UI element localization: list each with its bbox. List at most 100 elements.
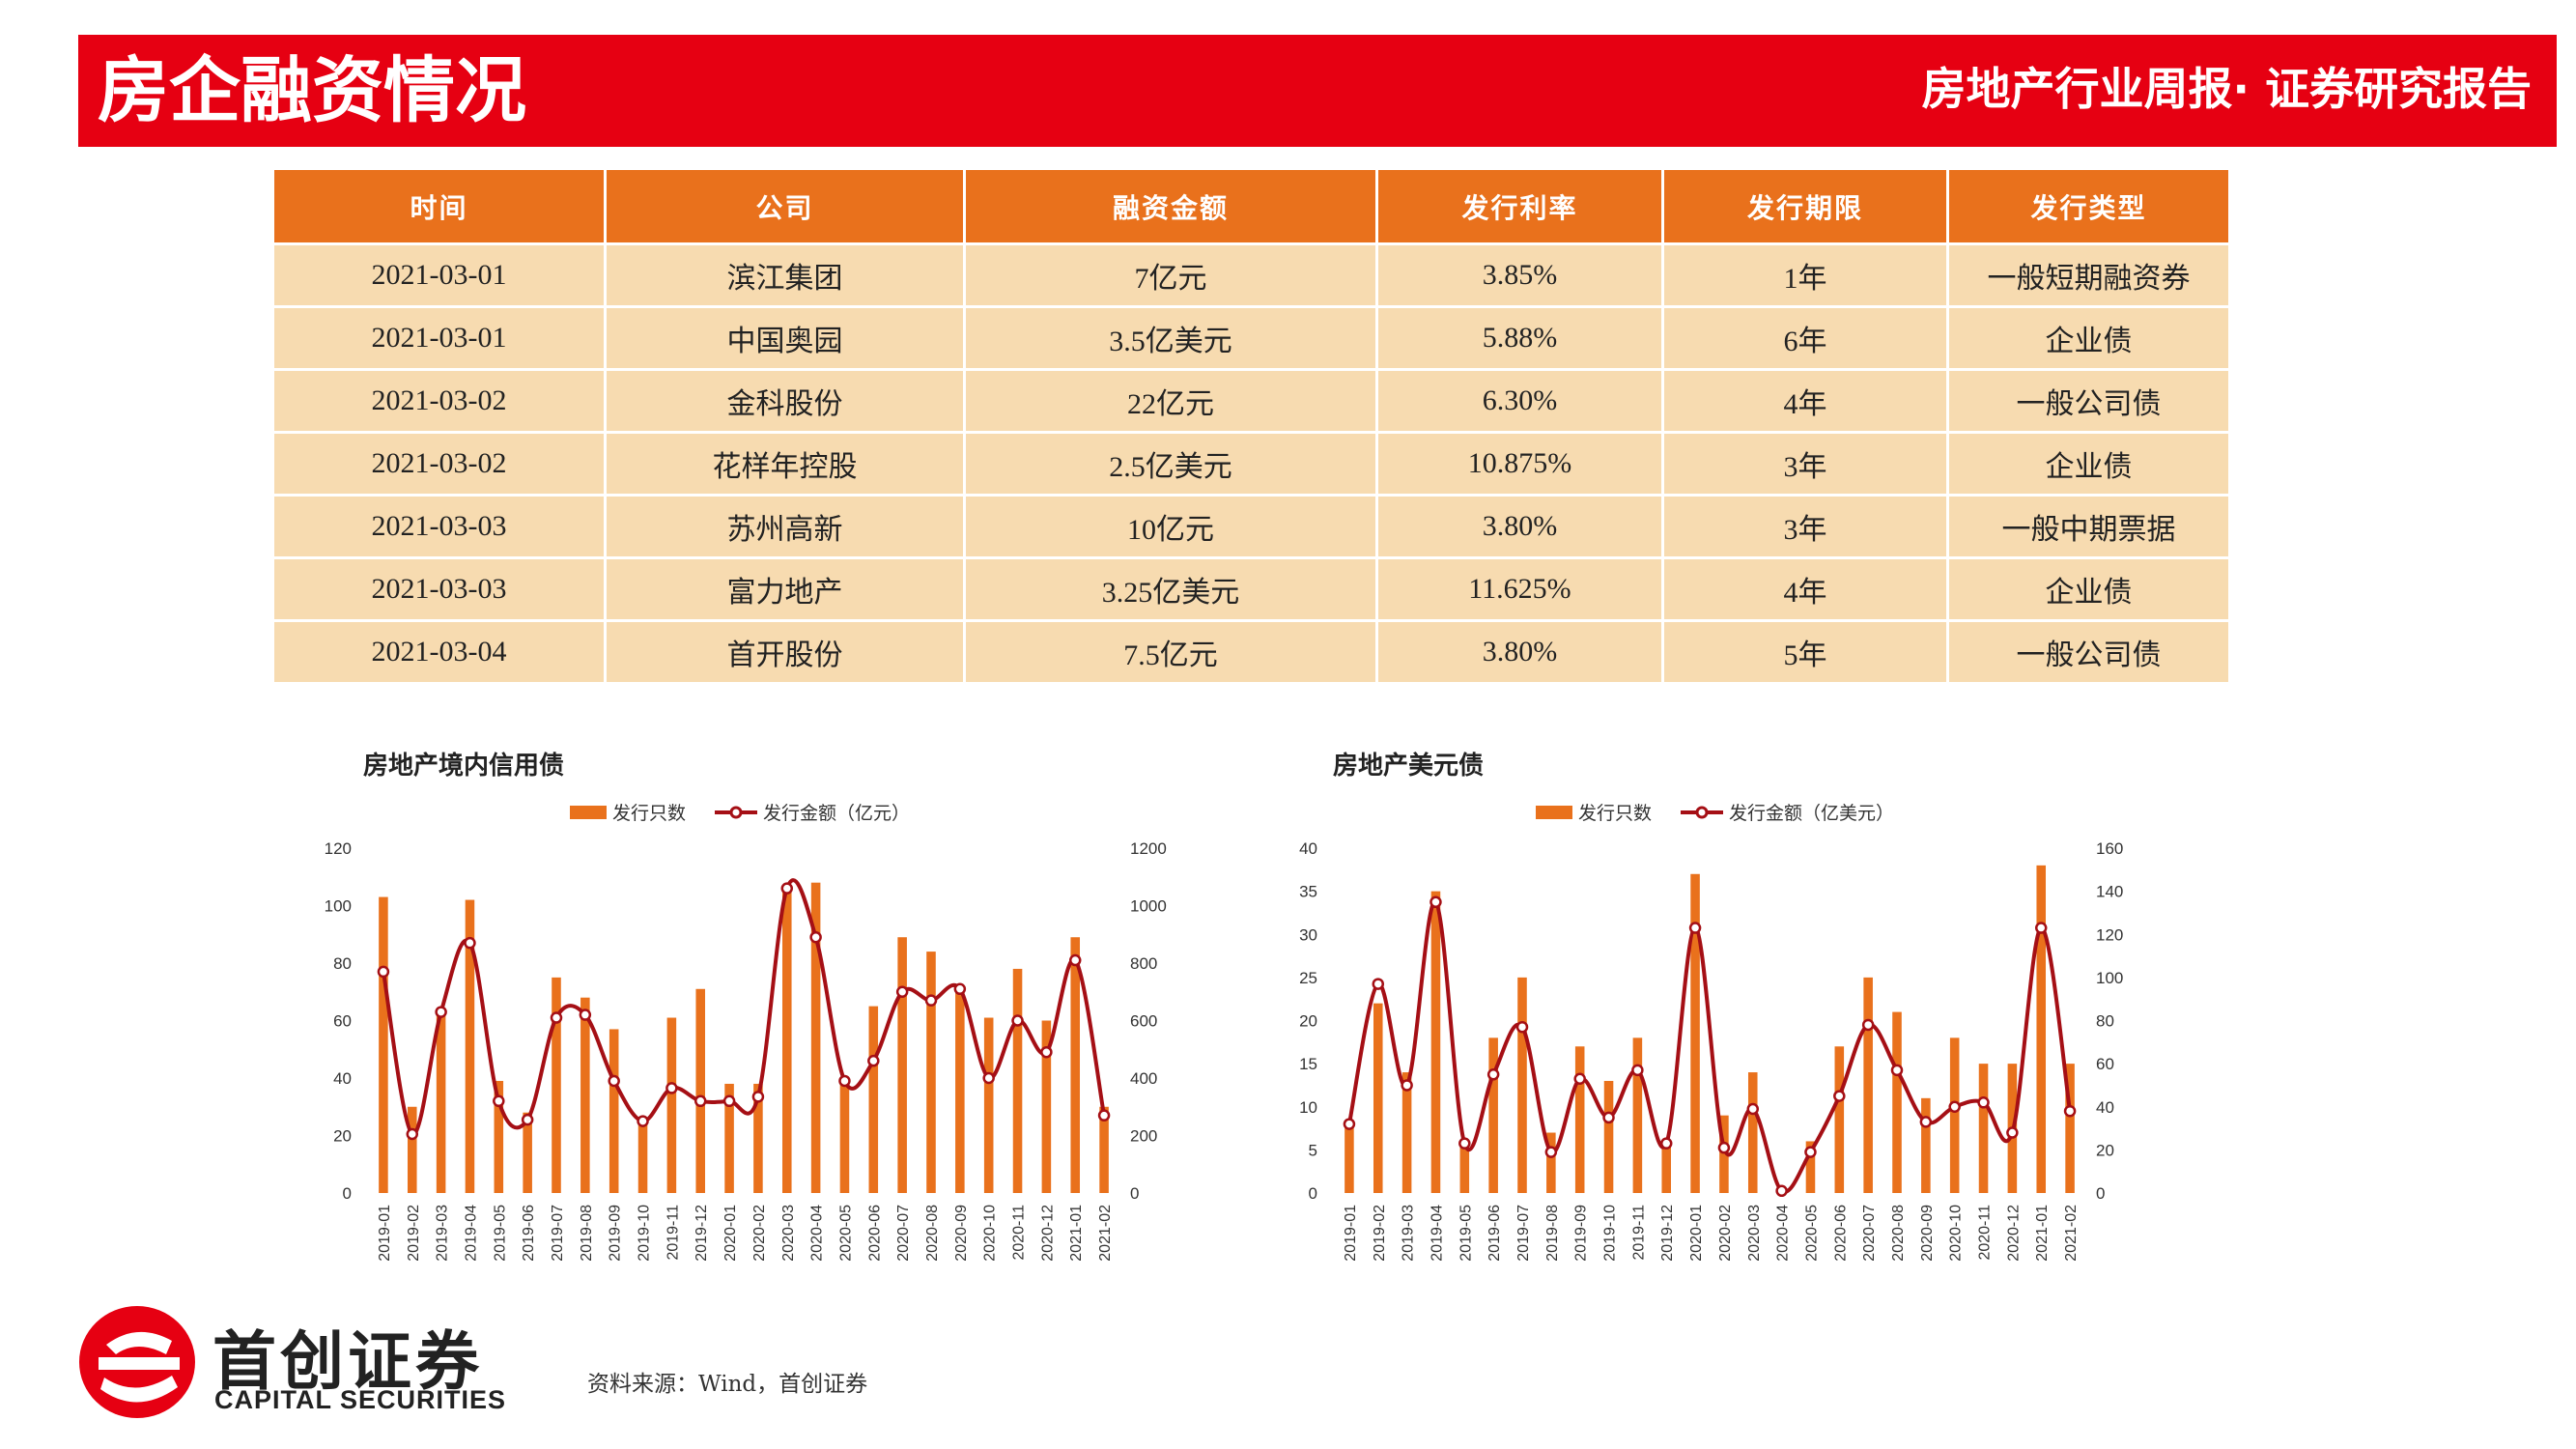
- x-tick-label: 2019-02: [406, 1205, 422, 1262]
- point-2020-10: [982, 1071, 995, 1085]
- x-tick-label: 2021-02: [1097, 1205, 1114, 1262]
- bar-2020-11: [1978, 1064, 1989, 1193]
- x-tick-label: 2020-08: [1890, 1205, 1907, 1262]
- x-tick-label: 2020-01: [722, 1205, 739, 1262]
- bar-2020-09: [955, 991, 965, 1193]
- point-2019-09: [608, 1074, 620, 1088]
- point-2020-10: [1948, 1100, 1961, 1113]
- point-2019-09: [1573, 1072, 1586, 1085]
- bar-2019-05: [1459, 1141, 1470, 1193]
- point-2019-11: [1631, 1064, 1644, 1077]
- x-tick-label: 2019-09: [1573, 1205, 1590, 1262]
- cell-amount: 22亿元: [963, 368, 1378, 434]
- bar-2020-09: [1921, 1097, 1931, 1193]
- header-bar: 房企融资情况 房地产行业周报· 证券研究报告: [78, 35, 2557, 147]
- bar-2019-09: [609, 1029, 619, 1193]
- bar-2019-07: [1517, 977, 1527, 1193]
- domestic-credit-bond-chart: 房地产境内信用债 发行只数 发行金额（亿元） 0 20 40 60 80 100 120 0 200…: [309, 734, 1178, 1294]
- y-right-tick-label: 100: [2096, 969, 2123, 987]
- cell-amount: 7亿元: [963, 242, 1378, 308]
- usd-bond-chart: 房地产美元债 发行只数 发行金额（亿美元） 0 5 10 15 20 25 30 35 40 0 20 4…: [1275, 734, 2144, 1294]
- bar-2020-12: [1041, 1020, 1052, 1193]
- y-right-tick-label: 140: [2096, 883, 2123, 901]
- cell-amount: 2.5亿美元: [963, 431, 1378, 497]
- source-note: 资料来源：Wind，首创证券: [587, 1372, 868, 1397]
- x-tick-label: 2019-06: [521, 1205, 537, 1262]
- x-tick-label: 2020-12: [2005, 1205, 2022, 1262]
- table-row: 2021-03-01 中国奥园 3.5亿美元 5.88% 6年 企业债: [271, 305, 2231, 371]
- cell-rate: 11.625%: [1375, 556, 1664, 622]
- x-tick-label: 2019-07: [550, 1205, 566, 1262]
- x-tick-label: 2020-03: [780, 1205, 797, 1262]
- table-row: 2021-03-02 金科股份 22亿元 6.30% 4年 一般公司债: [271, 368, 2231, 434]
- x-tick-label: 2020-07: [1861, 1205, 1878, 1262]
- x-tick-label: 2019-12: [694, 1205, 710, 1262]
- bar-2020-11: [1012, 968, 1023, 1193]
- line-series: [1346, 899, 2073, 1194]
- x-tick-label: 2019-09: [608, 1205, 624, 1262]
- col-header-rate: 发行利率: [1375, 170, 1664, 244]
- cell-term: 5年: [1661, 619, 1949, 685]
- chart-svg: 发行只数 发行金额（亿元）0204060801001200200400600800…: [325, 803, 1167, 1262]
- bar-2021-01: [2036, 865, 2047, 1193]
- cell-term: 6年: [1661, 305, 1949, 371]
- logo-text-en: CAPITAL SECURITIES: [214, 1385, 507, 1414]
- y-left-tick-label: 120: [325, 839, 352, 858]
- y-right-tick-label: 200: [1130, 1127, 1157, 1146]
- point-2020-03: [1746, 1102, 1760, 1116]
- point-2019-01: [1343, 1118, 1356, 1130]
- chart-title: 房地产境内信用债: [363, 752, 565, 781]
- point-2019-02: [406, 1127, 419, 1141]
- x-tick-label: 2020-02: [1717, 1205, 1734, 1262]
- legend-marker: [729, 806, 743, 819]
- point-2020-05: [838, 1074, 851, 1088]
- x-tick-label: 2019-01: [377, 1205, 393, 1262]
- cell-rate: 3.85%: [1375, 242, 1664, 308]
- point-2019-06: [1486, 1068, 1500, 1081]
- bar-2020-02: [1719, 1115, 1729, 1193]
- x-tick-label: 2020-09: [953, 1205, 970, 1262]
- x-tick-label: 2020-02: [751, 1205, 768, 1262]
- cell-company: 首开股份: [604, 619, 966, 685]
- cell-amount: 3.25亿美元: [963, 556, 1378, 622]
- x-tick-label: 2020-06: [1832, 1205, 1849, 1262]
- bar-2020-10: [983, 1017, 994, 1193]
- x-tick-label: 2019-03: [435, 1205, 451, 1262]
- report-subtitle: 房地产行业周报· 证券研究报告: [1921, 63, 2533, 115]
- bar-2021-01: [1070, 937, 1081, 1193]
- bar-2020-03: [781, 885, 792, 1193]
- bar-2020-10: [1949, 1037, 1960, 1193]
- cell-type: 一般公司债: [1946, 368, 2231, 434]
- bar-2020-05: [839, 1078, 850, 1193]
- bar-2020-08: [926, 952, 936, 1193]
- x-tick-label: 2019-06: [1486, 1205, 1503, 1262]
- x-tick-label: 2020-11: [1977, 1205, 1994, 1261]
- cell-rate: 3.80%: [1375, 619, 1664, 685]
- y-left-tick-label: 25: [1299, 969, 1317, 987]
- point-2020-08: [1890, 1064, 1904, 1077]
- point-2019-12: [694, 1094, 707, 1108]
- x-tick-label: 2020-04: [809, 1205, 826, 1262]
- x-tick-label: 2020-11: [1011, 1205, 1028, 1261]
- cell-company: 金科股份: [604, 368, 966, 434]
- bar-2019-02: [1373, 1003, 1383, 1193]
- x-tick-label: 2020-03: [1746, 1205, 1763, 1262]
- x-tick-label: 2019-03: [1401, 1205, 1417, 1262]
- x-tick-label: 2019-10: [637, 1205, 653, 1262]
- y-right-tick-label: 80: [2096, 1012, 2114, 1031]
- chart-legend: 发行只数 发行金额（亿美元）: [1536, 803, 1894, 824]
- cell-company: 苏州高新: [604, 494, 966, 559]
- y-left-tick-label: 80: [333, 954, 352, 973]
- bar-2020-08: [1892, 1011, 1902, 1193]
- cell-term: 3年: [1661, 494, 1949, 559]
- x-tick-label: 2019-07: [1515, 1205, 1532, 1262]
- y-right-tick-label: 160: [2096, 839, 2123, 858]
- line-series: [381, 878, 1107, 1137]
- point-2021-01: [1068, 953, 1082, 967]
- x-tick-label: 2019-02: [1372, 1205, 1388, 1262]
- x-tick-label: 2019-12: [1659, 1205, 1676, 1262]
- cell-amount: 7.5亿元: [963, 619, 1378, 685]
- bar-2019-10: [1603, 1080, 1614, 1193]
- bar-2020-06: [868, 1006, 879, 1193]
- cell-time: 2021-03-01: [271, 305, 607, 371]
